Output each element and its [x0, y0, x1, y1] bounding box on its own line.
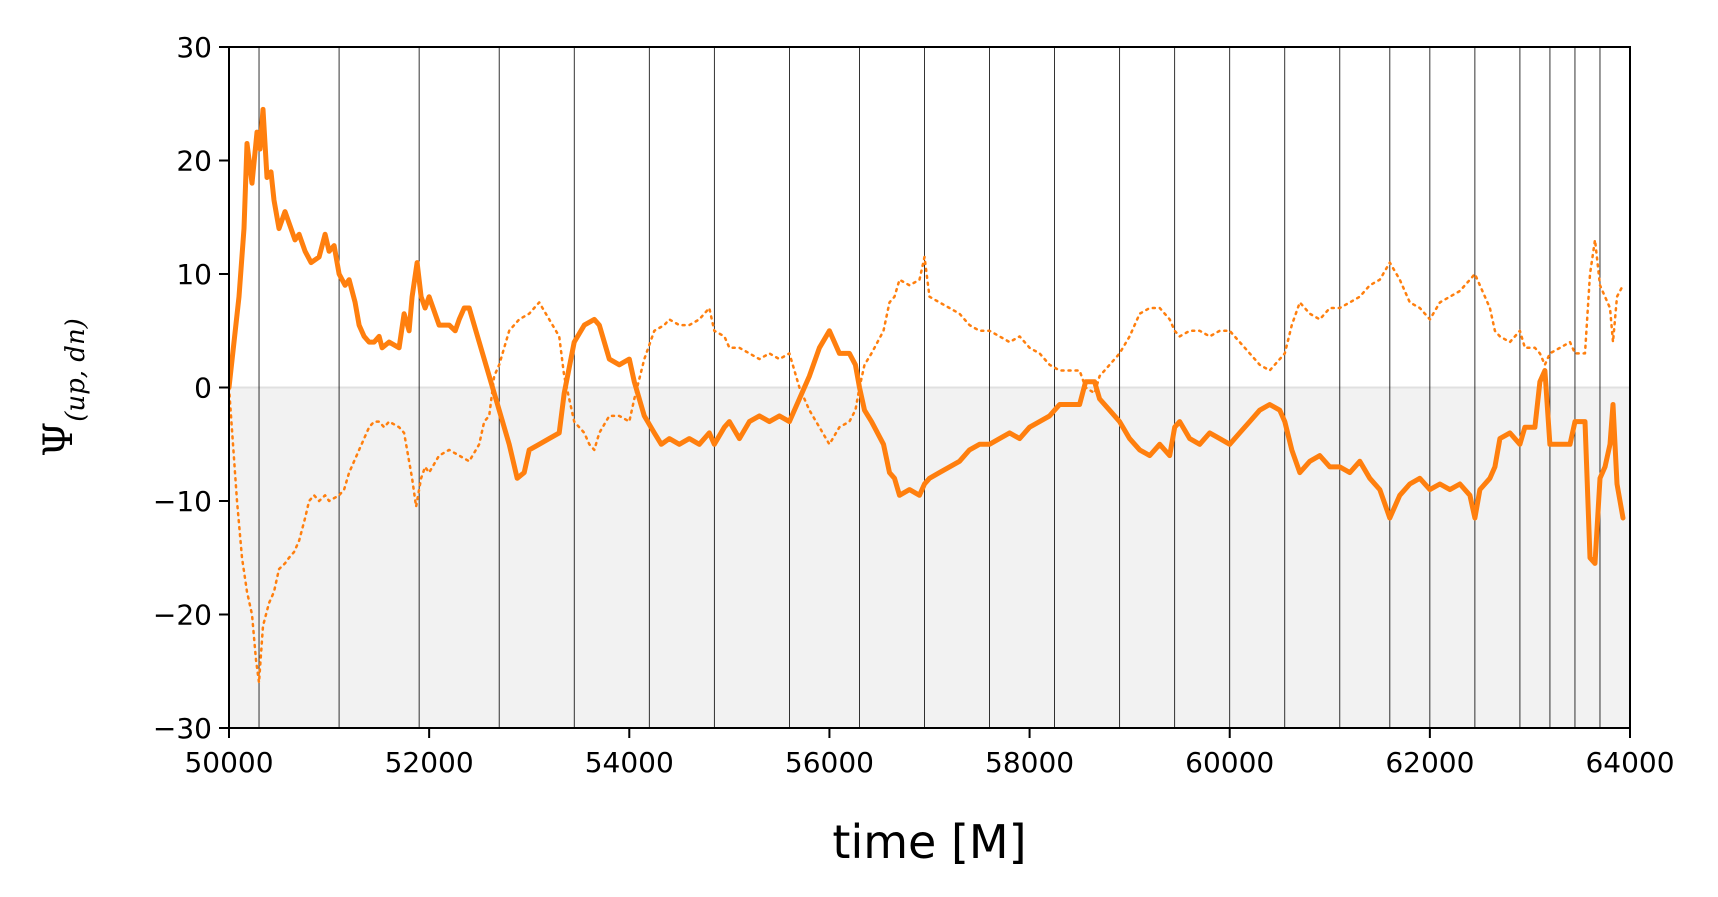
- x-axis-ticks: 50000 52000 54000 56000 58000 60000 62000 64000: [184, 728, 1675, 779]
- y-axis-title-base: Ψ: [36, 422, 82, 457]
- series-layer: [229, 106, 1626, 684]
- y-tick-label: −20: [153, 599, 212, 632]
- y-tick-label: 10: [176, 258, 212, 291]
- y-tick-label: 0: [194, 372, 212, 405]
- y-tick-label: 30: [176, 31, 212, 64]
- y-axis-ticks: −30 −20 −10 0 10 20 30: [153, 31, 229, 745]
- x-axis-title: time [M]: [832, 815, 1026, 869]
- vertical-marker-lines: [258, 47, 1601, 728]
- y-axis-title: Ψ(up, dn): [36, 318, 91, 457]
- x-tick-label: 58000: [985, 746, 1074, 779]
- x-tick-label: 50000: [184, 746, 273, 779]
- series-line-solid: [229, 106, 1626, 566]
- x-tick-label: 56000: [785, 746, 874, 779]
- y-axis-title-subscript: (up, dn): [61, 318, 91, 422]
- plot-area: [228, 46, 1631, 729]
- series-line-dotted: [229, 238, 1625, 684]
- x-tick-label: 54000: [585, 746, 674, 779]
- negative-region-shade: [229, 387, 1630, 728]
- y-tick-label: 20: [176, 145, 212, 178]
- x-tick-label: 52000: [385, 746, 474, 779]
- x-tick-label: 62000: [1385, 746, 1474, 779]
- x-tick-label: 64000: [1585, 746, 1674, 779]
- y-tick-label: −10: [153, 485, 212, 518]
- y-tick-label: −30: [153, 712, 212, 745]
- x-tick-label: 60000: [1185, 746, 1274, 779]
